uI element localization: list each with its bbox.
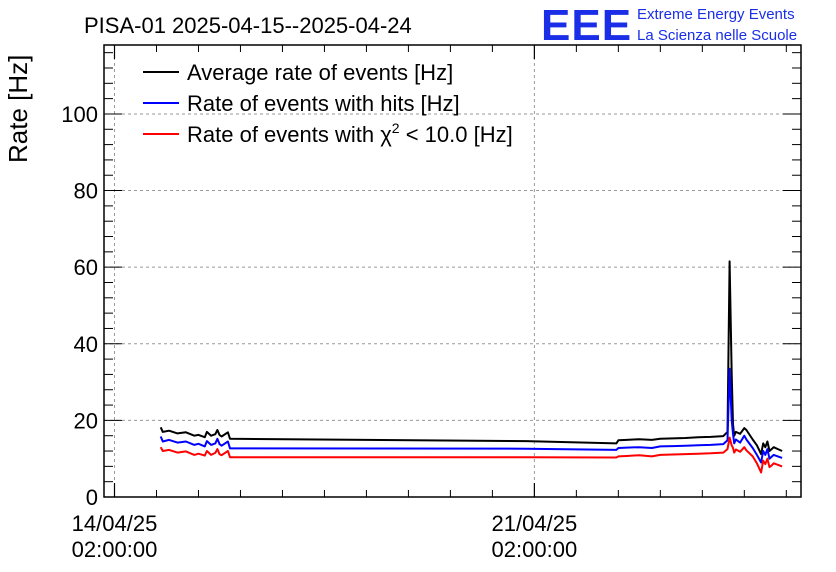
legend-label-hits: Rate of events with hits [Hz] xyxy=(187,91,460,116)
legend-chi2-main: Rate of events with xyxy=(187,122,380,147)
plot-frame xyxy=(103,44,802,498)
x-tick-label-time: 02:00:00 xyxy=(492,537,578,562)
y-tick-label: 40 xyxy=(74,332,98,357)
y-tick-label: 60 xyxy=(74,255,98,280)
legend-chi2-tail: < 10.0 [Hz] xyxy=(400,122,513,147)
y-tick-label: 80 xyxy=(74,179,98,204)
legend-chi2-sup: 2 xyxy=(392,120,400,136)
y-tick-label: 20 xyxy=(74,408,98,433)
legend-label-chi2: Rate of events with χ2 < 10.0 [Hz] xyxy=(187,120,513,147)
brand-block: EEE Extreme Energy Events La Scienza nel… xyxy=(541,1,797,50)
x-tick-label-date: 14/04/25 xyxy=(72,511,158,536)
x-tick-label-date: 21/04/25 xyxy=(492,511,578,536)
legend: Average rate of events [Hz] Rate of even… xyxy=(143,60,513,147)
x-tick-label-time: 02:00:00 xyxy=(72,537,158,562)
legend-chi2-symbol: χ xyxy=(380,122,392,147)
brand-logo: EEE xyxy=(541,1,632,50)
grid-layer xyxy=(104,45,801,497)
y-axis-label: Rate [Hz] xyxy=(3,55,33,163)
brand-line-2: La Scienza nelle Scuole xyxy=(637,27,797,44)
y-tick-labels: 0 20 40 60 80 100 xyxy=(61,102,98,510)
series-chi2 xyxy=(159,436,783,474)
legend-label-average: Average rate of events [Hz] xyxy=(187,60,453,85)
tick-layer xyxy=(104,45,801,498)
series-layer xyxy=(159,260,783,474)
y-tick-label: 100 xyxy=(61,102,98,127)
chart-title: PISA-01 2025-04-15--2025-04-24 xyxy=(84,13,412,38)
brand-line-1: Extreme Energy Events xyxy=(637,6,795,23)
series-hits xyxy=(159,367,783,464)
series-average xyxy=(159,260,783,456)
y-tick-label: 0 xyxy=(86,485,98,510)
